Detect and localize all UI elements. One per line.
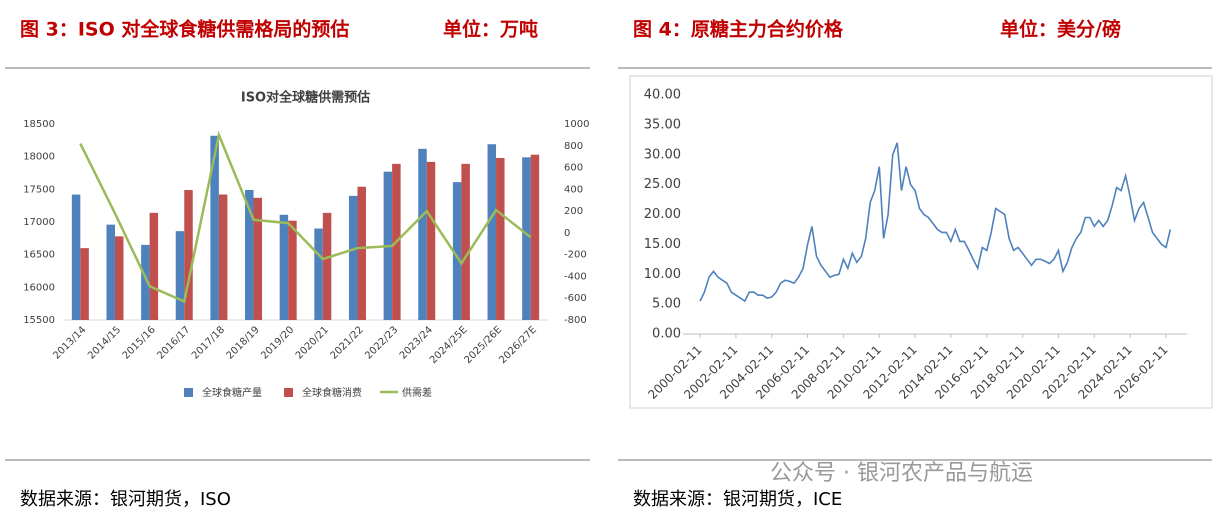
bar <box>141 244 150 320</box>
x-tick-label: 2026/27E <box>497 324 539 366</box>
bar <box>149 212 159 320</box>
y-tick-label: 5.00 <box>652 297 681 312</box>
bar <box>522 157 531 320</box>
bar <box>530 154 540 320</box>
bar <box>288 220 297 320</box>
y2-tick-label: 1000 <box>564 119 589 130</box>
bar <box>279 214 289 320</box>
y2-tick-label: -400 <box>564 271 587 282</box>
y-tick-label: 17500 <box>23 184 55 195</box>
y2-tick-label: 600 <box>564 163 583 174</box>
legend-label: 全球食糖产量 <box>202 386 262 399</box>
bar <box>245 189 254 320</box>
bar <box>253 197 263 320</box>
y-tick-label: 10.00 <box>644 267 681 282</box>
y-tick-label: 15500 <box>23 315 55 326</box>
bar <box>452 182 462 320</box>
legend-label: 全球食糖消费 <box>302 386 362 399</box>
y-tick-label: 30.00 <box>644 147 681 162</box>
bar <box>357 186 366 320</box>
bar <box>487 144 497 320</box>
bar <box>184 189 193 320</box>
figure-unit: 单位：万吨 <box>443 18 538 41</box>
x-tick-label: 2014/15 <box>86 324 123 361</box>
bar <box>348 195 358 320</box>
x-tick-label: 2015/16 <box>121 324 158 361</box>
bar <box>80 248 89 320</box>
chart-1: ISO对全球糖供需预估 15500 16000 16500 17000 17500 1800… <box>23 90 589 400</box>
bar <box>418 148 427 320</box>
x-tick-label: 2018/19 <box>225 324 262 361</box>
y2-tick-label: 800 <box>564 141 583 152</box>
price-line <box>699 142 1172 303</box>
bar <box>426 161 436 320</box>
bar <box>314 228 323 320</box>
y-tick-label: 16000 <box>23 282 55 293</box>
y-tick-label: 16500 <box>23 250 55 261</box>
figure-caption: 图 3：ISO 对全球食糖供需格局的预估 <box>20 18 349 41</box>
bar <box>461 163 470 320</box>
line <box>79 130 532 304</box>
y-tick-label: 17000 <box>23 217 55 228</box>
y2-tick-label: 400 <box>564 184 583 195</box>
y2-tick-label: 200 <box>564 206 583 217</box>
legend-swatch <box>184 388 193 397</box>
y-tick-label: 18000 <box>23 152 55 163</box>
legend-swatch <box>284 388 293 397</box>
y-tick-label: 25.00 <box>644 177 681 192</box>
bar <box>210 135 219 320</box>
x-tick-label: 2021/22 <box>329 324 366 361</box>
x-tick-label: 2019/20 <box>259 324 296 361</box>
watermark: 公众号 · 银河农产品与航运 <box>770 461 1033 486</box>
y-tick-label: 35.00 <box>644 117 681 132</box>
y-tick-label: 0.00 <box>652 327 681 342</box>
x-tick-label: 2016/17 <box>155 324 192 361</box>
x-tick-label: 2020/21 <box>294 324 331 361</box>
y-tick-label: 40.00 <box>644 88 681 103</box>
bar <box>496 157 505 320</box>
chart-2: 0.00 5.00 10.00 15.00 20.00 25.00 30.00 35.00 40… <box>644 88 1187 402</box>
y2-tick-label: -600 <box>564 293 587 304</box>
y2-tick-label: -800 <box>564 315 587 326</box>
bar <box>322 212 332 320</box>
y-tick-label: 18500 <box>23 119 55 130</box>
bar <box>106 224 115 320</box>
bar <box>175 231 185 320</box>
x-tick-label: 2017/18 <box>190 324 227 361</box>
source: 数据来源：银河期货，ICE <box>633 489 842 510</box>
figure-unit: 单位：美分/磅 <box>1000 18 1121 41</box>
x-tick-label: 2022/23 <box>363 324 400 361</box>
x-tick-label: 2013/14 <box>51 324 88 361</box>
bar <box>71 194 81 320</box>
figure-caption: 图 4：原糖主力合约价格 <box>633 18 844 41</box>
bar <box>114 236 124 320</box>
y-tick-label: 20.00 <box>644 207 681 222</box>
legend-label: 供需差 <box>402 386 432 399</box>
chart-frame <box>629 75 1213 409</box>
y-tick-label: 15.00 <box>644 237 681 252</box>
source: 数据来源：银河期货，ISO <box>20 489 231 510</box>
chart-title: ISO对全球糖供需预估 <box>241 90 370 106</box>
y2-tick-label: -200 <box>564 250 587 261</box>
y2-tick-label: 0 <box>564 228 570 239</box>
bar <box>218 194 228 320</box>
